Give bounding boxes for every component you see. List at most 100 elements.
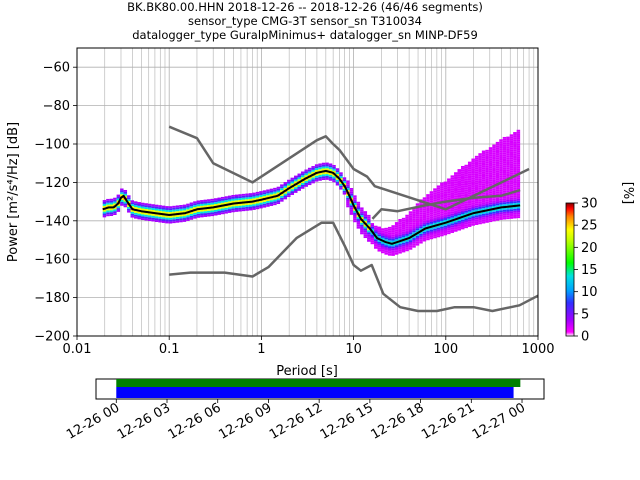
- heat-cell: [356, 205, 361, 208]
- heat-cell: [224, 202, 228, 204]
- heat-cell: [467, 169, 472, 172]
- heat-cell: [102, 201, 107, 204]
- heat-cell: [499, 158, 503, 161]
- heat-cell: [429, 197, 434, 199]
- heat-cell: [391, 244, 395, 247]
- heat-cell: [134, 203, 138, 206]
- heat-cell: [401, 237, 406, 239]
- heat-cell: [450, 221, 455, 224]
- heat-cell: [346, 180, 350, 183]
- heat-cell: [454, 225, 458, 228]
- heat-cell: [513, 160, 517, 163]
- heat-cell: [328, 174, 333, 177]
- heat-cell: [401, 223, 406, 226]
- heat-cell: [450, 196, 455, 199]
- heat-cell: [481, 219, 486, 222]
- heat-cell: [328, 167, 333, 170]
- heat-cell: [356, 209, 361, 212]
- heat-cell: [516, 166, 521, 169]
- heat-cell: [426, 221, 430, 223]
- heat-cell: [495, 214, 500, 217]
- heat-cell: [193, 203, 197, 206]
- heat-cell: [234, 196, 239, 199]
- heat-cell: [276, 200, 281, 203]
- heat-cell: [429, 221, 434, 224]
- heat-cell: [513, 193, 517, 196]
- heat-cell: [495, 174, 500, 177]
- heat-cell: [401, 246, 406, 249]
- heat-cell: [384, 239, 388, 242]
- heat-cell: [492, 163, 496, 166]
- heat-cell: [478, 203, 482, 206]
- heat-cell: [443, 181, 448, 184]
- heat-cell: [447, 216, 451, 219]
- heat-cell: [481, 160, 486, 163]
- heat-cell: [454, 210, 458, 213]
- heat-cell: [342, 190, 347, 193]
- heat-cell: [147, 205, 152, 208]
- heat-cell: [137, 205, 141, 208]
- heat-cell: [363, 228, 368, 231]
- heat-cell: [499, 189, 503, 192]
- heat-cell: [342, 179, 347, 182]
- heat-cell: [436, 191, 441, 194]
- heat-cell: [356, 220, 361, 223]
- heat-cell: [151, 219, 155, 222]
- heat-cell: [127, 210, 131, 213]
- heat-cell: [380, 230, 385, 233]
- heat-cell: [495, 155, 500, 158]
- heat-cell: [450, 186, 455, 189]
- heat-cell: [374, 239, 378, 242]
- heat-cell: [499, 169, 503, 172]
- heat-cell: [234, 206, 239, 209]
- heat-cell: [311, 177, 315, 180]
- heat-cell: [471, 202, 475, 205]
- heat-cell: [130, 206, 135, 208]
- heat-cell: [186, 205, 190, 208]
- heat-cell: [328, 173, 333, 175]
- heat-cell: [245, 199, 249, 202]
- heat-cell: [467, 190, 472, 193]
- heat-cell: [440, 224, 444, 227]
- heat-cell: [405, 228, 409, 231]
- heat-cell: [460, 167, 465, 170]
- heat-cell: [363, 215, 368, 217]
- heat-cell: [464, 172, 468, 175]
- heat-cell: [151, 204, 155, 207]
- heat-cell: [398, 218, 402, 221]
- heat-cell: [433, 199, 437, 202]
- heat-cell: [485, 149, 489, 152]
- heat-cell: [137, 211, 141, 214]
- heat-cell: [408, 220, 413, 223]
- heat-cell: [311, 166, 315, 168]
- heat-cell: [499, 156, 503, 159]
- heat-cell: [513, 143, 517, 146]
- heat-cell: [492, 171, 496, 174]
- heat-cell: [280, 186, 284, 189]
- heat-cell: [130, 202, 135, 205]
- heat-cell: [485, 161, 489, 164]
- heat-cell: [147, 213, 152, 216]
- heat-cell: [492, 198, 496, 201]
- heat-cell: [426, 234, 430, 237]
- heat-cell: [516, 181, 521, 184]
- heat-cell: [398, 230, 402, 233]
- heat-cell: [207, 201, 211, 204]
- heat-cell: [492, 144, 496, 147]
- heat-cell: [196, 213, 201, 216]
- heat-cell: [488, 191, 493, 194]
- heat-cell: [457, 220, 461, 223]
- heat-cell: [443, 233, 448, 236]
- heat-cell: [203, 213, 208, 216]
- heat-cell: [443, 231, 448, 234]
- heat-cell: [499, 145, 503, 147]
- heat-cell: [384, 247, 388, 249]
- heat-cell: [290, 189, 295, 192]
- heat-cell: [367, 220, 371, 223]
- heat-cell: [433, 228, 437, 231]
- heat-cell: [151, 217, 155, 220]
- heat-cell: [297, 183, 301, 186]
- heat-cell: [304, 175, 308, 178]
- heat-cell: [255, 201, 260, 204]
